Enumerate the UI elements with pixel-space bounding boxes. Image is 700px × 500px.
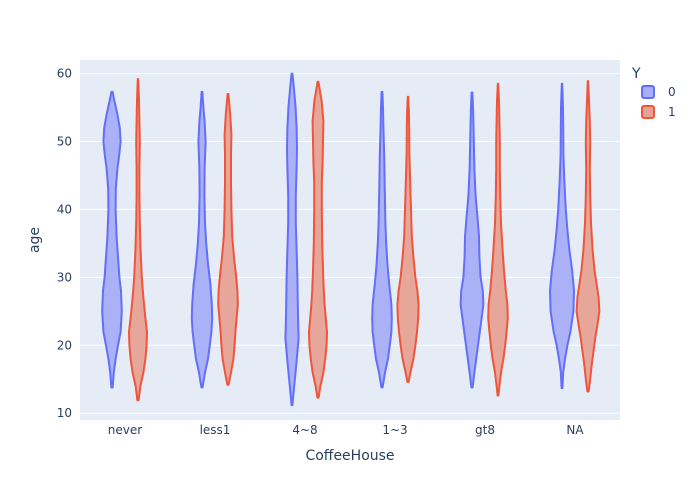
y-tick-label: 20: [57, 338, 72, 352]
violin-0-4~8: [284, 72, 300, 407]
y-tick-label: 50: [57, 135, 72, 149]
y-tick-label: 40: [57, 202, 72, 216]
violin-1-4~8: [308, 80, 328, 399]
legend-title: Y: [631, 66, 641, 82]
y-tick-label: 10: [57, 406, 72, 420]
violin-0-less1: [190, 90, 214, 389]
violin-0-never: [101, 90, 123, 389]
y-axis-title: age: [27, 227, 43, 253]
y-tick-label: 60: [57, 67, 72, 81]
violin-1-gt8: [487, 82, 509, 397]
x-tick-label: never: [108, 423, 142, 437]
x-axis-ticks: never less1 4~8 1~3 gt8 NA: [108, 423, 585, 437]
x-axis-title: CoffeeHouse: [305, 448, 394, 464]
violin-1-1~3: [396, 95, 420, 383]
legend: Y 0 1: [631, 66, 676, 119]
x-tick-label: gt8: [475, 423, 495, 437]
legend-label: 0: [668, 85, 676, 99]
legend-swatch: [641, 85, 655, 99]
x-tick-label: NA: [566, 423, 584, 437]
violin-1-less1: [217, 93, 239, 386]
x-tick-label: 1~3: [382, 423, 407, 437]
violin-0-gt8: [459, 91, 485, 389]
violins: [101, 72, 601, 407]
legend-label: 1: [668, 105, 676, 119]
violin-1-NA: [575, 80, 601, 393]
violin-1-never: [128, 78, 148, 402]
y-tick-label: 30: [57, 270, 72, 284]
y-axis-ticks: 10 20 30 40 50 60: [57, 67, 72, 421]
violin-0-1~3: [371, 90, 393, 389]
violin-0-NA: [549, 82, 575, 390]
legend-swatch: [641, 105, 655, 119]
x-tick-label: less1: [200, 423, 231, 437]
x-tick-label: 4~8: [292, 423, 317, 437]
plot-background: [80, 60, 620, 420]
gridlines: [80, 73, 620, 414]
